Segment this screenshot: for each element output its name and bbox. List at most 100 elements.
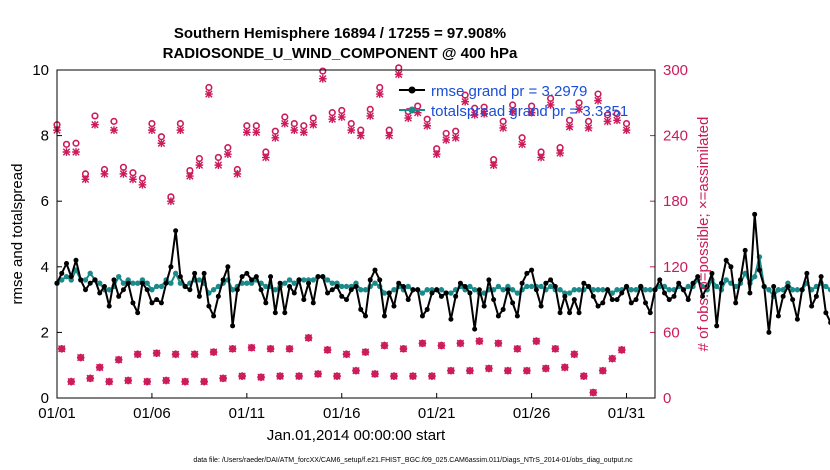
totalspread-point: [244, 280, 250, 286]
totalspread-point: [362, 287, 369, 293]
rmse-point: [187, 287, 193, 293]
totalspread-point: [196, 277, 203, 283]
rmse-point: [576, 310, 582, 316]
obs-assimilated-point: [546, 101, 555, 109]
rmse-point: [325, 290, 331, 296]
obs-assimilated-point: [100, 170, 109, 178]
rmse-point: [747, 290, 753, 296]
obs-assimilated-point: [57, 344, 66, 353]
rmse-point: [766, 329, 772, 335]
rmse-point: [239, 274, 245, 280]
rmse-point: [78, 277, 84, 283]
rmse-point: [158, 300, 164, 306]
rmse-point: [704, 283, 710, 289]
obs-assimilated-point: [423, 121, 432, 130]
chart-title: Southern Hemisphere 16894 / 17255 = 97.9…: [174, 25, 506, 42]
rmse-point: [733, 300, 739, 306]
totalspread-point: [609, 290, 615, 296]
totalspread-point: [509, 287, 516, 293]
x-axis-label: Jan.01,2014 00:00:00 start: [267, 427, 446, 444]
obs-assimilated-point: [91, 120, 99, 129]
rmse-point: [752, 211, 758, 217]
y-axis: 0 2 4 6 8 10: [32, 62, 62, 407]
obs-assimilated-point: [261, 153, 270, 162]
totalspread-point: [595, 287, 601, 293]
footnote: data file: /Users/raeder/DAI/ATM_forcXX/…: [193, 457, 633, 464]
rmse-point: [666, 297, 672, 303]
obs-assimilated-point: [186, 172, 194, 180]
obs-possible-point: [319, 67, 327, 75]
rmse-point: [571, 297, 577, 303]
obs-possible-point: [62, 140, 71, 148]
rmse-point: [177, 274, 183, 280]
rmse-point: [628, 300, 634, 306]
rmse-point: [462, 283, 468, 289]
obs-assimilated-point: [224, 150, 232, 159]
totalspread-point: [130, 280, 136, 286]
rmse-point: [82, 287, 88, 293]
rmse-point: [671, 293, 677, 299]
rmse-point: [211, 313, 217, 319]
rmse-point: [552, 283, 558, 289]
y2-tick-label: 180: [663, 193, 688, 210]
rmse-point: [491, 297, 497, 303]
rmse-point: [804, 270, 810, 276]
rmse-point: [609, 297, 615, 303]
rmse-point: [353, 283, 359, 289]
rmse-point: [339, 293, 345, 299]
rmse-point: [63, 261, 69, 267]
rmse-point: [557, 310, 563, 316]
x-tick-label: 01/21: [418, 405, 456, 422]
rmse-point: [519, 280, 525, 286]
rmse-point: [106, 303, 112, 309]
obs-assimilated-point: [314, 370, 322, 378]
rmse-point: [329, 287, 335, 293]
obs-assimilated-point: [157, 139, 166, 148]
rmse-point: [586, 283, 592, 289]
obs-assimilated-point: [456, 339, 465, 348]
rmse-point: [661, 290, 667, 296]
obs-assimilated-point: [243, 128, 251, 137]
rmse-point: [130, 300, 136, 306]
obs-assimilated-point: [352, 366, 360, 375]
rmse-point: [225, 264, 231, 270]
rmse-point: [144, 287, 150, 293]
obs-assimilated-point: [119, 170, 128, 178]
rmse-point: [533, 287, 539, 293]
rmse-point: [771, 283, 777, 289]
rmse-line: [56, 213, 830, 334]
totalspread-point: [158, 283, 165, 290]
rmse-point: [396, 280, 402, 286]
totalspread-point: [310, 277, 316, 283]
y2-tick-label: 120: [663, 259, 688, 276]
rmse-point: [419, 313, 425, 319]
totalspread-point: [628, 287, 634, 293]
legend: rmse grand pr = 3.2979 totalspread grand…: [399, 83, 628, 120]
totalspread-point: [528, 283, 535, 290]
rmse-point: [514, 313, 520, 319]
obs-assimilated-point: [309, 120, 318, 129]
rmse-point: [68, 274, 74, 280]
rmse-point: [315, 274, 321, 280]
rmse-point: [538, 303, 544, 309]
rmse-point: [595, 303, 601, 309]
rmse-point: [429, 290, 435, 296]
rmse-point: [59, 270, 65, 276]
rmse-point: [775, 313, 781, 319]
totalspread-point: [149, 287, 155, 293]
rmse-point: [301, 297, 307, 303]
rmse-point: [92, 277, 98, 283]
rmse-point: [263, 300, 269, 306]
y-tick-label: 8: [41, 128, 49, 145]
rmse-point: [495, 313, 501, 319]
rmse-point: [201, 270, 207, 276]
rmse-point: [230, 323, 236, 329]
obs-assimilated-point: [280, 119, 289, 128]
x-tick-label: 01/16: [323, 405, 361, 422]
rmse-point: [761, 283, 767, 289]
rmse-point: [548, 277, 554, 283]
obs-assimilated-point: [475, 337, 484, 345]
rmse-point: [438, 293, 444, 299]
obs-assimilated-point: [560, 363, 569, 372]
obs-assimilated-point: [176, 126, 185, 134]
